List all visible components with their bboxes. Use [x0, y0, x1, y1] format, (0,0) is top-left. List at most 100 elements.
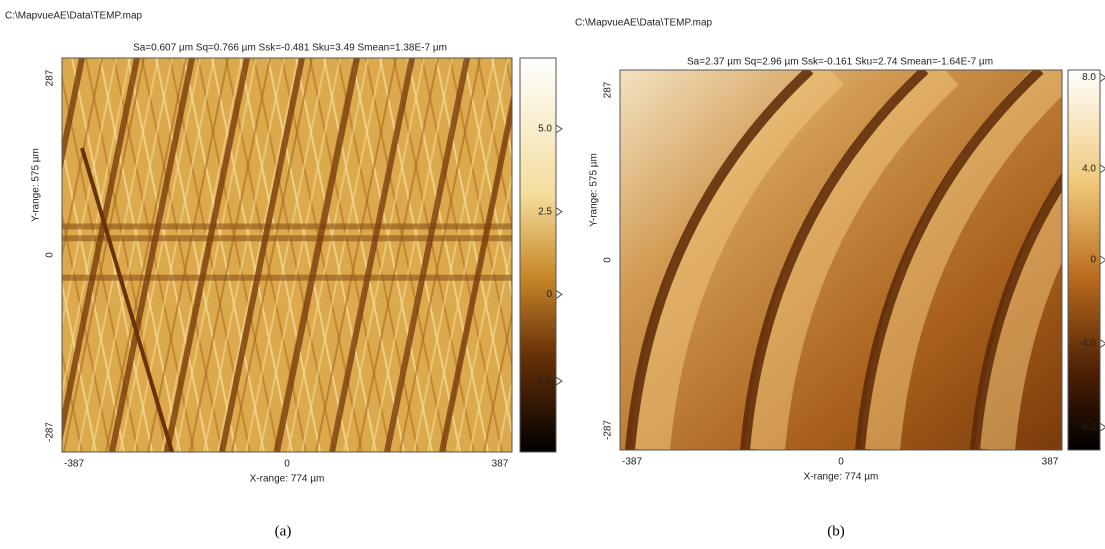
texture-line: [281, 58, 363, 452]
y-tick-label: 287: [603, 81, 614, 98]
surface-map: [620, 70, 1062, 450]
ridge-dark: [625, 70, 814, 450]
y-tick-label: -287: [603, 420, 614, 440]
y-tick-label: 0: [45, 252, 56, 258]
colorbar: [1067, 69, 1101, 451]
colorbar-marker: [1099, 164, 1105, 174]
texture-line: [295, 58, 377, 452]
texture-line: [245, 58, 327, 452]
ridge-light: [975, 176, 1062, 450]
y-axis-label: Y-range: 575 µm: [31, 148, 42, 222]
x-tick-label: 0: [838, 457, 844, 468]
groove: [439, 92, 512, 452]
texture-line: [463, 58, 512, 300]
texture-line: [287, 58, 369, 452]
texture-band: [62, 274, 512, 281]
texture-line: [175, 58, 257, 452]
file-path: C:\MapvueAE\Data\TEMP.map: [575, 18, 713, 29]
colorbar-tick-label: 0: [546, 289, 552, 300]
texture-line: [62, 210, 111, 452]
texture-band: [62, 235, 512, 242]
texture-line: [427, 58, 509, 452]
texture-line: [119, 58, 201, 452]
statistics: Sa=0.607 µm Sq=0.766 µm Ssk=-0.481 Sku=3…: [133, 43, 447, 54]
texture-line: [161, 58, 243, 452]
texture-line: [105, 58, 187, 452]
colorbar-marker: [555, 207, 563, 217]
map-frame: [61, 57, 513, 453]
x-tick-label: 387: [1042, 457, 1059, 468]
texture-line: [337, 58, 419, 452]
statistics: Sa=2.37 µm Sq=2.96 µm Ssk=-0.161 Sku=2.7…: [687, 57, 993, 68]
y-tick-label: -287: [45, 422, 56, 442]
surface-map: [62, 58, 628, 452]
texture-line: [203, 58, 285, 452]
groove: [109, 58, 195, 452]
colorbar-marker: [1099, 255, 1105, 265]
texture-line: [239, 58, 321, 452]
texture-line: [259, 58, 341, 452]
colorbar-tick-label: -4.0: [1079, 338, 1097, 349]
ridge-light: [745, 70, 959, 450]
texture-line: [483, 309, 512, 452]
texture-line: [351, 58, 433, 452]
caption: (a): [275, 523, 292, 539]
groove: [62, 58, 140, 443]
texture-line: [413, 58, 495, 452]
ridge-light: [860, 70, 1062, 450]
texture-line: [309, 58, 391, 452]
texture-line: [267, 58, 349, 452]
texture-line: [371, 58, 453, 452]
texture-line: [435, 58, 512, 438]
texture-line: [62, 279, 97, 452]
ridge-dark: [970, 172, 1062, 450]
colorbar-marker: [1099, 422, 1105, 432]
colorbar-tick-label: 5.0: [538, 124, 552, 135]
ridge-dark: [855, 70, 1044, 450]
y-axis-label: Y-range: 575 µm: [589, 153, 600, 227]
x-tick-label: 387: [492, 459, 509, 470]
texture-line: [399, 58, 481, 452]
texture-line: [141, 58, 223, 452]
colorbar-tick-label: 0: [1090, 255, 1096, 266]
texture-line: [393, 58, 475, 452]
colorbar-tick-label: 4.0: [1082, 163, 1096, 174]
x-axis-label: X-range: 774 µm: [250, 474, 325, 485]
colorbar-tick-label: -2.5: [535, 376, 553, 387]
texture-line: [323, 58, 405, 452]
texture-line: [147, 58, 229, 452]
colorbar-marker: [1099, 73, 1105, 83]
texture-line: [365, 58, 447, 452]
texture-line: [301, 58, 383, 452]
colorbar-marker: [555, 289, 563, 299]
texture-line: [62, 141, 125, 452]
texture-line: [183, 58, 265, 452]
texture-line: [315, 58, 397, 452]
texture-line: [62, 58, 131, 398]
texture-line: [455, 171, 512, 452]
texture-line: [407, 58, 489, 452]
texture-line: [379, 58, 461, 452]
y-tick-label: 0: [603, 257, 614, 263]
x-tick-label: 0: [284, 459, 290, 470]
texture-line: [548, 58, 628, 452]
texture-line: [469, 240, 512, 452]
groove: [219, 58, 305, 452]
groove: [80, 147, 174, 452]
x-axis-label: X-range: 774 µm: [804, 472, 879, 483]
file-path: C:\MapvueAE\Data\TEMP.map: [5, 11, 143, 22]
texture-line: [421, 58, 503, 452]
texture-line: [189, 58, 271, 452]
colorbar-tick-label: -8.0: [1079, 422, 1097, 433]
texture-line: [197, 58, 279, 452]
texture-line: [497, 378, 512, 452]
groove: [329, 58, 415, 452]
texture-line: [449, 58, 512, 369]
ridge-light: [630, 70, 844, 450]
map-frame: [619, 69, 1063, 451]
texture-line: [343, 58, 425, 452]
texture-line: [62, 58, 117, 329]
texture-line: [491, 58, 512, 162]
colorbar-marker: [555, 124, 563, 134]
